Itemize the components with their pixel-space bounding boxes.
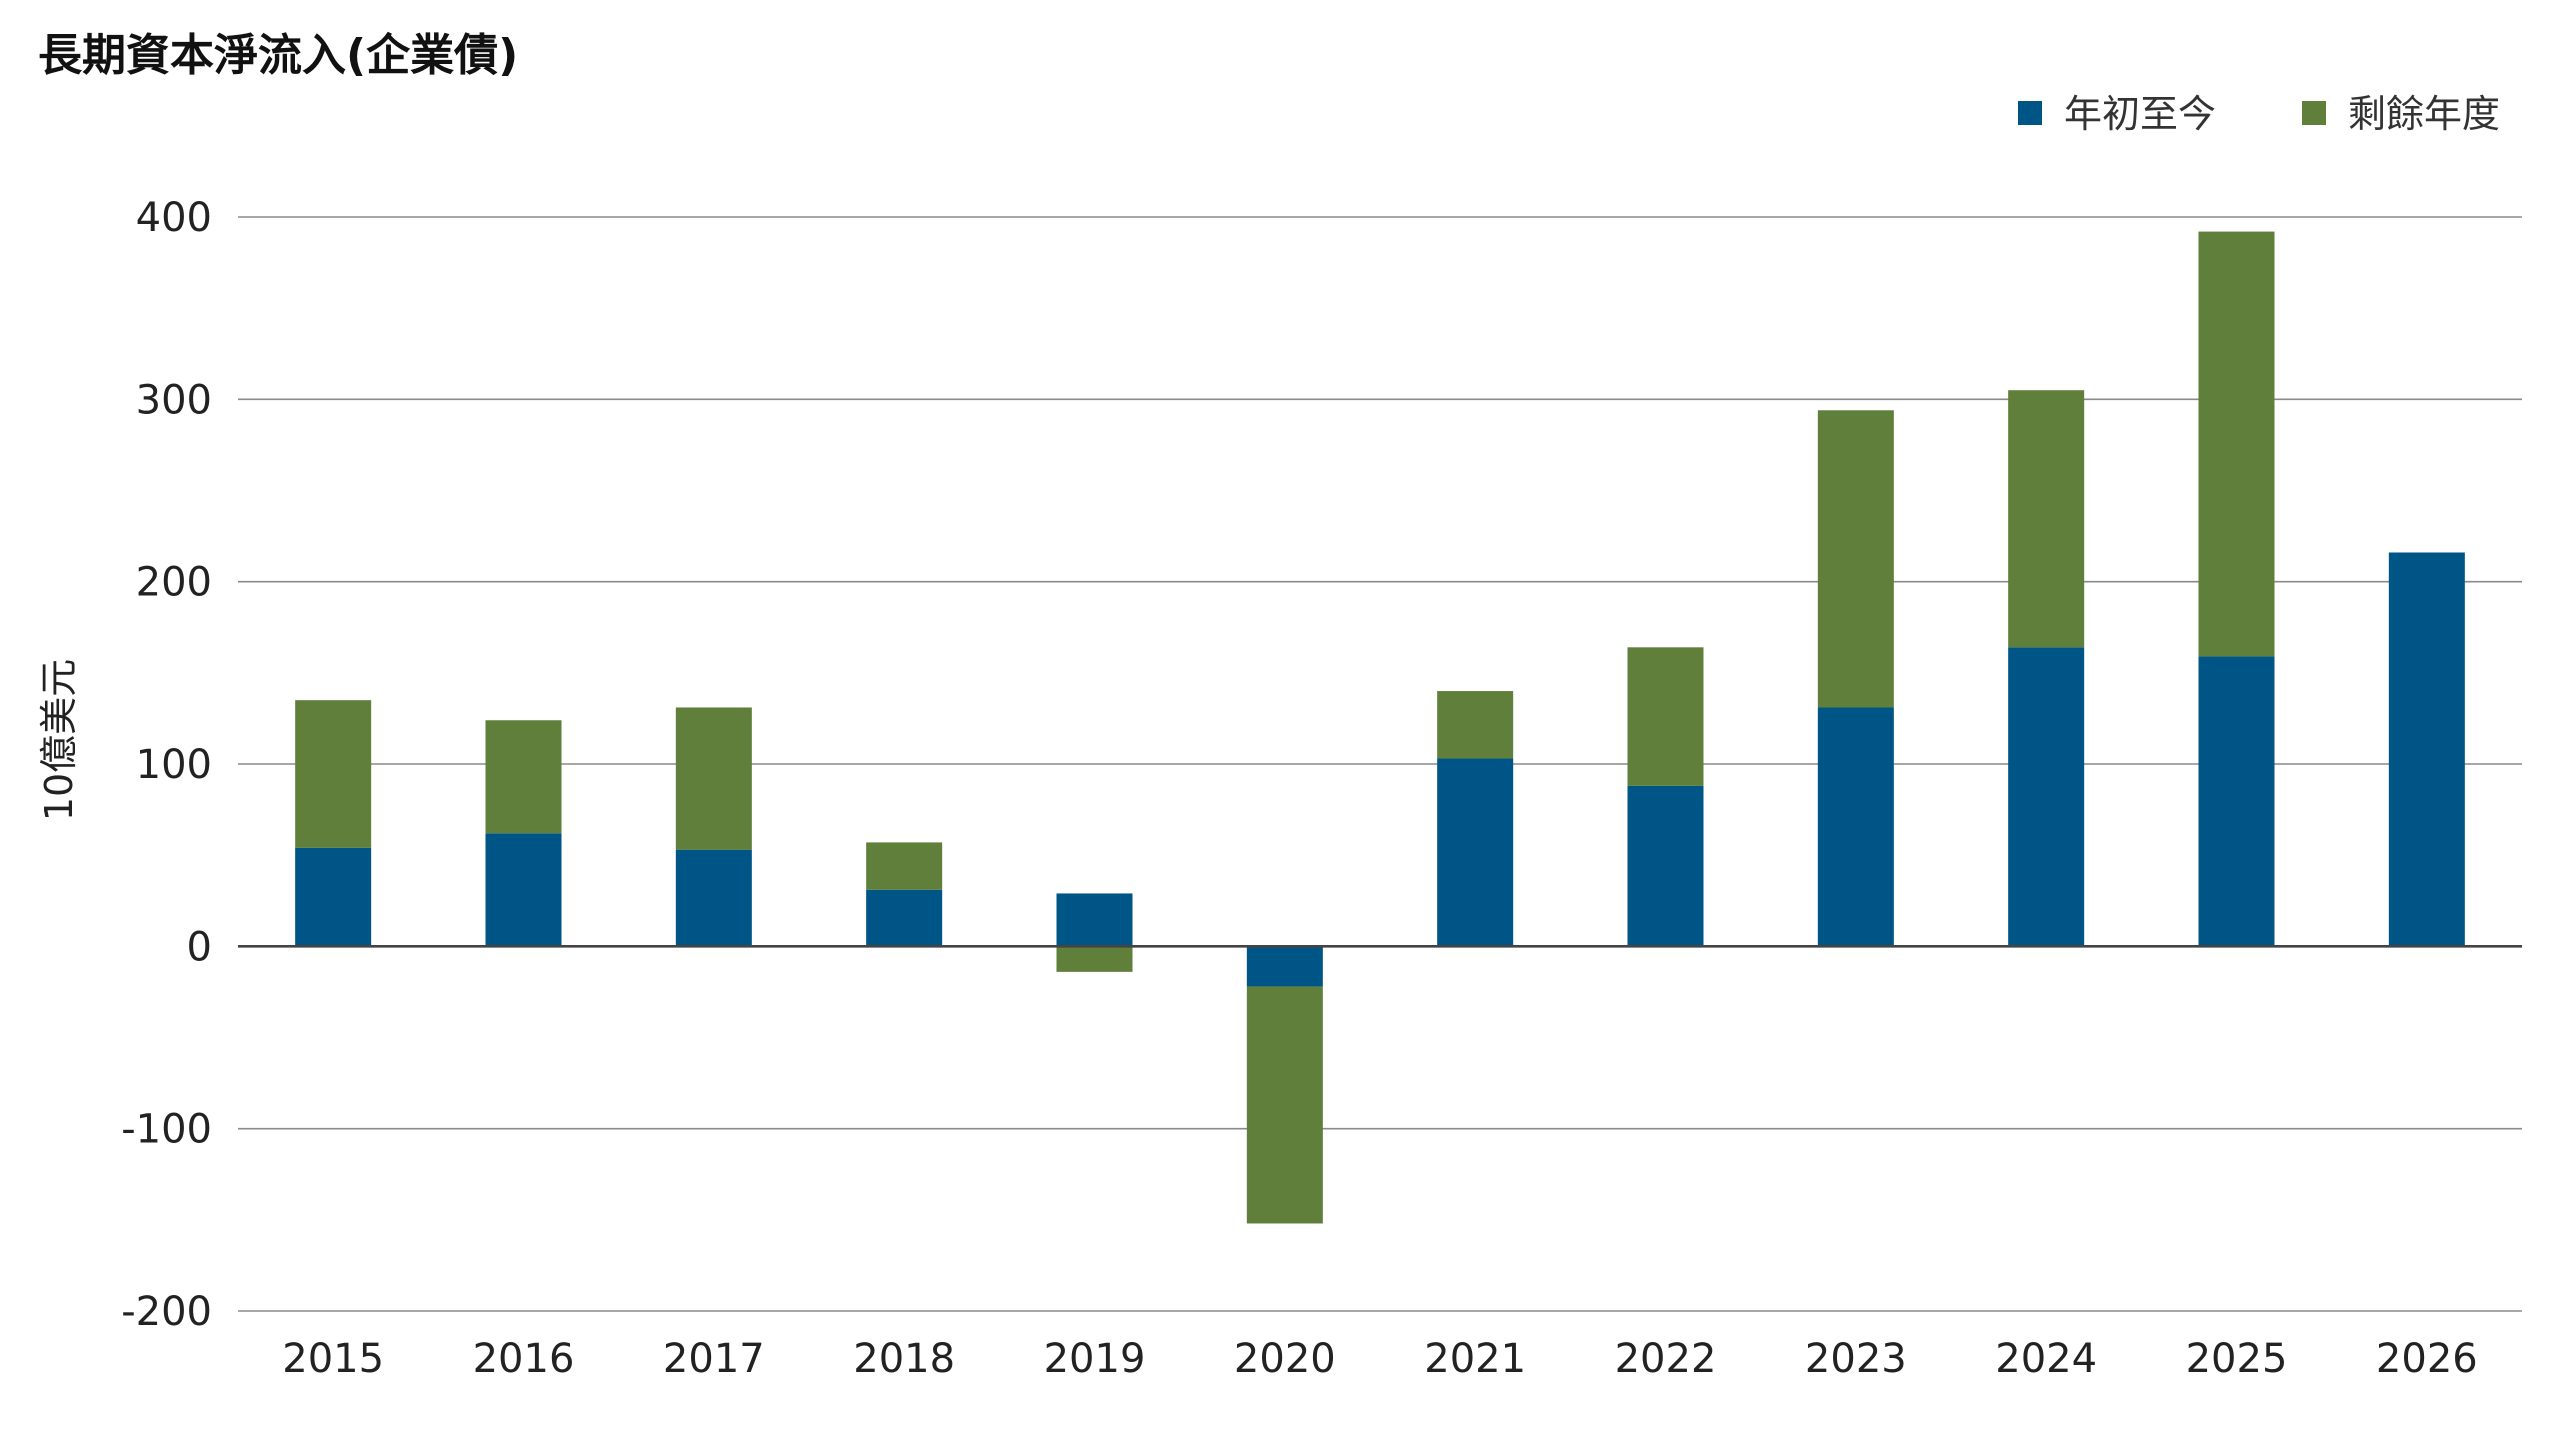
bar-2023-series-1 bbox=[1817, 707, 1894, 947]
y-tick-label: 0 bbox=[187, 924, 212, 970]
y-tick-label: 100 bbox=[136, 742, 212, 788]
x-tick-label: 2022 bbox=[1615, 1336, 1717, 1382]
bar-2020-series-1 bbox=[1246, 946, 1323, 987]
chart-title: 長期資本淨流入(企業債) bbox=[38, 30, 518, 81]
x-tick-label: 2023 bbox=[1805, 1336, 1907, 1382]
x-tick-labels: 2015 2016 2017 2018 2019 2020 2021 2022 2023 2024… bbox=[282, 1336, 2477, 1382]
y-axis-label: 10億美元 bbox=[37, 659, 81, 821]
bar-2019-series-1 bbox=[1056, 893, 1133, 947]
x-tick-label: 2025 bbox=[2186, 1336, 2288, 1382]
legend-label: 剩餘年度 bbox=[2348, 92, 2500, 136]
y-tick-label: -100 bbox=[121, 1107, 212, 1153]
bar-2017-series-1 bbox=[675, 849, 752, 947]
bar-2023-series-2 bbox=[1817, 410, 1894, 708]
bar-2025-series-1 bbox=[2198, 656, 2275, 947]
x-tick-label: 2020 bbox=[1234, 1336, 1336, 1382]
bar-2021-series-1 bbox=[1437, 758, 1514, 947]
x-tick-label: 2016 bbox=[473, 1336, 575, 1382]
bar-2015-series-2 bbox=[295, 700, 372, 848]
x-tick-label: 2015 bbox=[282, 1336, 384, 1382]
x-tick-label: 2017 bbox=[663, 1336, 765, 1382]
y-tick-labels: 400 300 200 100 0 -100 -200 bbox=[121, 195, 212, 1335]
bar-2021-series-2 bbox=[1437, 691, 1514, 759]
legend-swatch bbox=[2018, 101, 2042, 125]
legend-label: 年初至今 bbox=[2064, 92, 2216, 136]
x-tick-label: 2024 bbox=[1995, 1336, 2097, 1382]
bar-2024-series-2 bbox=[2008, 390, 2085, 648]
bars bbox=[295, 231, 2465, 1224]
bar-2024-series-1 bbox=[2008, 647, 2085, 947]
x-tick-label: 2021 bbox=[1424, 1336, 1526, 1382]
y-tick-label: 400 bbox=[136, 195, 212, 241]
y-tick-label: -200 bbox=[121, 1289, 212, 1335]
bar-2018-series-2 bbox=[866, 842, 943, 890]
bar-2019-series-2 bbox=[1056, 946, 1133, 972]
x-tick-label: 2018 bbox=[853, 1336, 955, 1382]
bar-2016-series-1 bbox=[485, 833, 562, 947]
x-tick-label: 2019 bbox=[1044, 1336, 1146, 1382]
bar-2026-series-1 bbox=[2388, 552, 2465, 947]
legend-swatch bbox=[2302, 101, 2326, 125]
x-tick-label: 2026 bbox=[2376, 1336, 2478, 1382]
bar-2020-series-2 bbox=[1246, 986, 1323, 1224]
legend: 年初至今 剩餘年度 bbox=[2018, 92, 2500, 136]
bar-2017-series-2 bbox=[675, 707, 752, 850]
bar-2022-series-1 bbox=[1627, 785, 1704, 947]
y-tick-label: 200 bbox=[136, 560, 212, 606]
bar-2018-series-1 bbox=[866, 889, 943, 947]
bar-2022-series-2 bbox=[1627, 647, 1704, 786]
bar-2025-series-2 bbox=[2198, 231, 2275, 657]
bar-2015-series-1 bbox=[295, 847, 372, 947]
y-tick-label: 300 bbox=[136, 377, 212, 423]
bar-2016-series-2 bbox=[485, 720, 562, 834]
gridlines bbox=[238, 216, 2522, 1312]
